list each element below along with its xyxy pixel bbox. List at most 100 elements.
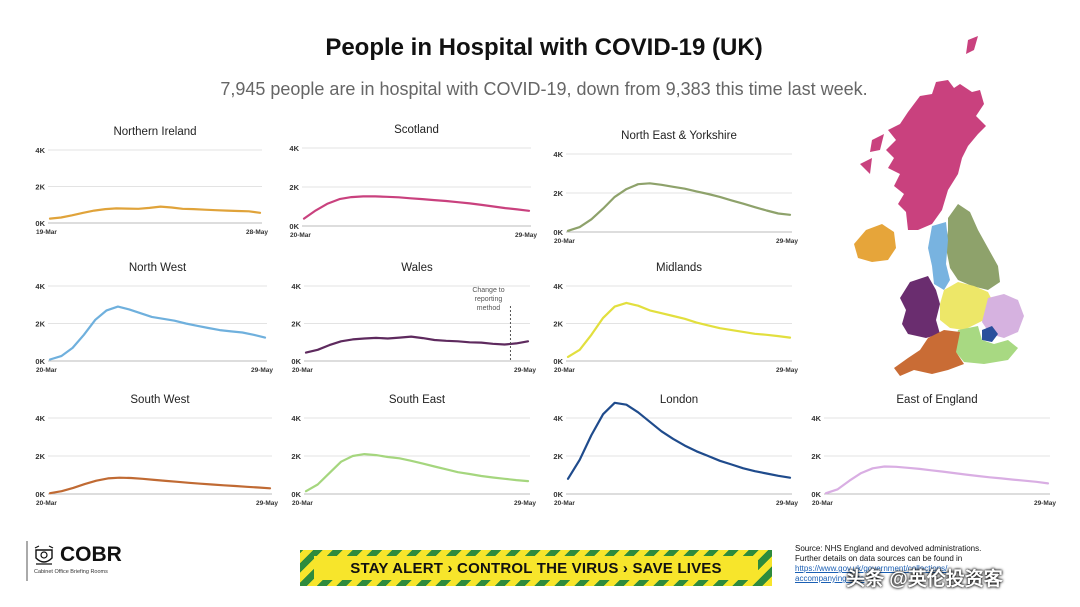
annotation-text: Change to [472, 287, 504, 294]
y-tick-label: 4K [811, 414, 821, 423]
x-tick-start: 20-Mar [36, 367, 57, 374]
chart-scotland: Scotland 0K 2K 4K 20-Mar 29-May [289, 124, 537, 239]
panel-title: Northern Ireland [113, 126, 196, 138]
x-tick-end: 29-May [514, 367, 536, 374]
panel-south-east: South East 0K 2K 4K 20-Mar 29-May [286, 390, 538, 513]
map-region-scotland [860, 36, 986, 230]
banner-text: STAY ALERT › CONTROL THE VIRUS › SAVE LI… [314, 556, 758, 580]
chart-subtitle: 7,945 people are in hospital with COVID-… [220, 79, 868, 99]
uk-regions-map [854, 36, 1024, 376]
series-line [566, 301, 792, 359]
cobr-subtitle: Cabinet Office Briefing Rooms [34, 569, 108, 575]
chart-wales: Wales 0K 2K 4K 20-Mar 29-May Change to reportin… [291, 262, 536, 374]
chart-title: People in Hospital with COVID-19 (UK) [325, 34, 763, 61]
x-tick-end: 29-May [776, 238, 798, 245]
y-tick-label: 0K [811, 490, 821, 499]
panel-title: Midlands [656, 262, 702, 274]
y-tick-label: 0K [289, 222, 299, 231]
y-tick-label: 4K [553, 414, 563, 423]
y-tick-label: 2K [553, 452, 563, 461]
y-tick-label: 4K [291, 282, 301, 291]
x-tick-start: 20-Mar [290, 232, 311, 239]
panel-north-west: North West 0K 2K 4K 20-Mar 29-May [30, 258, 275, 380]
map-region-south-west [894, 330, 964, 376]
panel-east-of-england: East of England 0K 2K 4K 20-Mar 29-May [806, 390, 1058, 513]
y-tick-label: 2K [553, 320, 563, 329]
y-tick-label: 0K [553, 357, 563, 366]
crest-icon [34, 545, 54, 565]
series-line [566, 401, 792, 480]
x-tick-end: 28-May [246, 229, 268, 236]
panel-title: North West [129, 262, 187, 274]
series-line [302, 195, 531, 220]
x-tick-start: 20-Mar [812, 500, 833, 507]
panel-title: Scotland [394, 124, 439, 136]
panel-northern-ireland: Northern Ireland 0K 2K 4K 19-Mar 28-May [30, 122, 270, 242]
y-tick-label: 4K [553, 282, 563, 291]
panel-london: London 0K 2K 4K 20-Mar 29-May [548, 390, 800, 513]
map-region-northern-ireland [854, 224, 896, 262]
x-tick-end: 29-May [251, 367, 273, 374]
map-region-south-east [954, 326, 1018, 364]
panel-title: East of England [896, 394, 977, 406]
y-tick-label: 0K [553, 228, 563, 237]
y-tick-label: 4K [553, 150, 563, 159]
y-tick-label: 2K [553, 189, 563, 198]
y-tick-label: 2K [35, 320, 45, 329]
watermark: 头条 @英伦投资客 [846, 569, 1003, 590]
map-region-midlands [940, 282, 994, 330]
series-line [824, 465, 1050, 495]
chart-london: London 0K 2K 4K 20-Mar 29-May [553, 394, 798, 507]
series-line [48, 305, 267, 361]
x-tick-end: 29-May [256, 500, 278, 507]
chart-north-east-yorkshire: North East & Yorkshire 0K 2K 4K 20-Mar 29-May [553, 130, 798, 245]
x-tick-start: 20-Mar [292, 500, 313, 507]
stay-alert-banner: STAY ALERT › CONTROL THE VIRUS › SAVE LI… [300, 550, 772, 586]
source-note: Source: NHS England and devolved adminis… [795, 544, 1050, 584]
x-tick-start: 20-Mar [292, 367, 313, 374]
chart-northern-ireland: Northern Ireland 0K 2K 4K 19-Mar 28-May [35, 126, 268, 236]
chart-south-east: South East 0K 2K 4K 20-Mar 29-May [291, 394, 536, 507]
map-region-north-east-yorkshire [946, 204, 1000, 290]
source-link[interactable]: https://www.gov.uk/government/collection… [795, 564, 948, 573]
chart-east-of-england: East of England 0K 2K 4K 20-Mar 29-May [811, 394, 1056, 507]
annotation-text: reporting [475, 296, 503, 303]
chart-north-west: North West 0K 2K 4K 20-Mar 29-May [35, 262, 273, 374]
x-tick-end: 29-May [776, 367, 798, 374]
y-tick-label: 4K [35, 146, 45, 155]
cobr-logo: COBR Cabinet Office Briefing Rooms [26, 541, 126, 581]
y-tick-label: 2K [289, 183, 299, 192]
y-tick-label: 4K [289, 144, 299, 153]
y-tick-label: 0K [553, 490, 563, 499]
x-tick-start: 19-Mar [36, 229, 57, 236]
panel-south-west: South West 0K 2K 4K 20-Mar 29-May [30, 390, 280, 513]
map-region-london [982, 326, 998, 342]
x-tick-start: 20-Mar [554, 500, 575, 507]
panel-north-east-yorkshire: North East & Yorkshire 0K 2K 4K 20-Mar 29-May [548, 126, 800, 251]
x-tick-start: 20-Mar [554, 238, 575, 245]
chart-south-west: South West 0K 2K 4K 20-Mar 29-May [35, 394, 278, 507]
x-tick-end: 29-May [776, 500, 798, 507]
cobr-name: COBR [60, 543, 122, 566]
y-tick-label: 0K [35, 490, 45, 499]
y-tick-label: 2K [35, 452, 45, 461]
chart-midlands: Midlands 0K 2K 4K 20-Mar 29-May [553, 262, 798, 374]
y-tick-label: 2K [811, 452, 821, 461]
panel-wales: Wales 0K 2K 4K 20-Mar 29-May Change to reportin… [286, 258, 538, 380]
map-region-wales [900, 276, 940, 338]
x-tick-start: 20-Mar [554, 367, 575, 374]
panel-scotland: Scotland 0K 2K 4K 20-Mar 29-May [284, 120, 539, 245]
y-tick-label: 0K [291, 490, 301, 499]
panel-title: South West [130, 394, 190, 406]
y-tick-label: 2K [35, 183, 45, 192]
source-link-2[interactable]: accompanying data [795, 574, 865, 583]
x-tick-end: 29-May [1034, 500, 1056, 507]
source-line-1: Source: NHS England and devolved adminis… [795, 544, 982, 553]
panel-title: South East [389, 394, 446, 406]
source-line-2: Further details on data sources can be f… [795, 554, 963, 563]
x-tick-start: 20-Mar [36, 500, 57, 507]
panel-midlands: Midlands 0K 2K 4K 20-Mar 29-May [548, 258, 800, 380]
y-tick-label: 4K [35, 414, 45, 423]
y-tick-label: 2K [291, 452, 301, 461]
map-region-north-west [928, 222, 950, 290]
